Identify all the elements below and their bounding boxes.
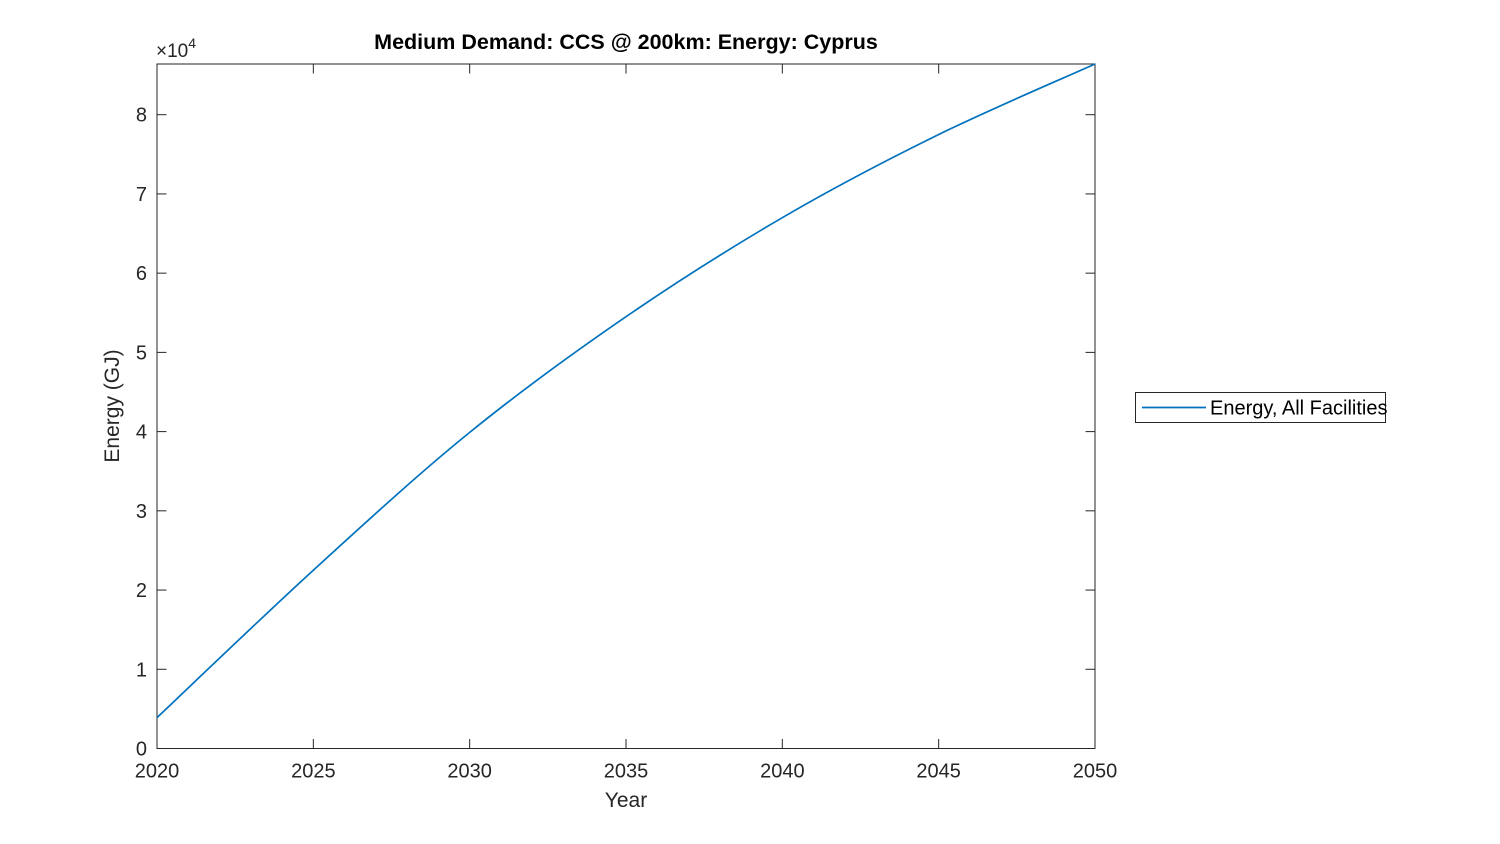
legend: Energy, All Facilities: [1135, 392, 1387, 423]
x-tick-label: 2030: [447, 761, 492, 783]
y-tick-label: 2: [136, 580, 147, 602]
y-tick-label: 8: [136, 105, 147, 127]
y-tick-label: 5: [136, 342, 147, 364]
x-axis-label: Year: [605, 789, 647, 812]
y-exponent-base: ×10: [156, 41, 188, 62]
y-axis-exponent-label: ×104: [156, 35, 196, 62]
y-exponent-power: 4: [188, 35, 196, 51]
y-tick-label: 3: [136, 501, 147, 523]
x-tick-label: 2035: [604, 761, 649, 783]
y-tick-label: 1: [136, 659, 147, 681]
axes-layer: 2020 2025 2030 2035 2040 2045 2050 0 1 2 3 4 5 6 7 8: [135, 63, 1118, 783]
x-tick-label: 2025: [291, 761, 336, 783]
x-tick-label: 2050: [1073, 761, 1118, 783]
y-tick-label: 6: [136, 263, 147, 285]
y-axis-label: Energy (GJ): [101, 349, 124, 462]
x-tick-label: 2040: [760, 761, 805, 783]
x-tick-label: 2020: [135, 761, 180, 783]
x-tick-label: 2045: [916, 761, 961, 783]
chart-title: Medium Demand: CCS @ 200km: Energy: Cypr…: [374, 30, 878, 54]
y-tick-label: 4: [136, 422, 147, 444]
y-tick-label: 7: [136, 184, 147, 206]
legend-entry-label: Energy, All Facilities: [1210, 398, 1387, 420]
energy-series-line: [156, 63, 1096, 719]
plot-area-border: [156, 63, 1096, 749]
y-tick-label: 0: [136, 739, 147, 761]
